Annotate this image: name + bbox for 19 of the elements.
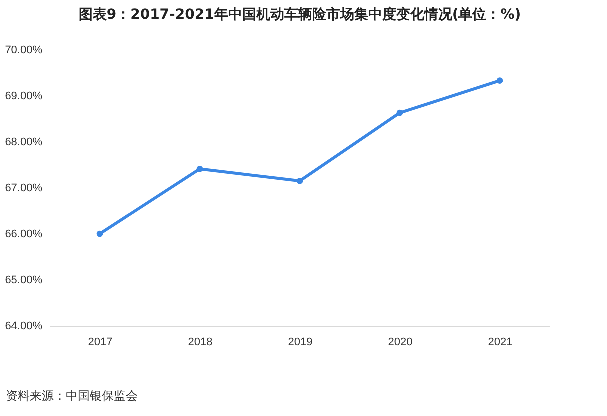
point bbox=[196, 166, 204, 172]
y-tick-label: 67.00% bbox=[5, 182, 43, 194]
y-tick-label: 65.00% bbox=[5, 274, 43, 286]
chart-title: 图表9：2017-2021年中国机动车辆险市场集中度变化情况(单位：%) bbox=[78, 6, 522, 23]
text: 资料来源：中国银保监会 bbox=[6, 388, 138, 405]
y-tick-label: 70.00% bbox=[5, 44, 43, 56]
point bbox=[296, 178, 304, 184]
x-tick-label: 2020 bbox=[388, 336, 413, 348]
point bbox=[496, 78, 504, 84]
y-tick-label: 69.00% bbox=[5, 90, 43, 102]
y-tick-label: 64.00% bbox=[5, 320, 43, 332]
x-tick-label: 2018 bbox=[188, 336, 213, 348]
y-tick-label: 68.00% bbox=[5, 136, 43, 148]
x-tick-label: 2017 bbox=[88, 336, 113, 348]
y-tick-label: 66.00% bbox=[5, 228, 43, 240]
point bbox=[96, 230, 104, 238]
point bbox=[396, 110, 404, 116]
x-tick-label: 2021 bbox=[488, 336, 513, 348]
x-tick-label: 2019 bbox=[288, 336, 313, 348]
